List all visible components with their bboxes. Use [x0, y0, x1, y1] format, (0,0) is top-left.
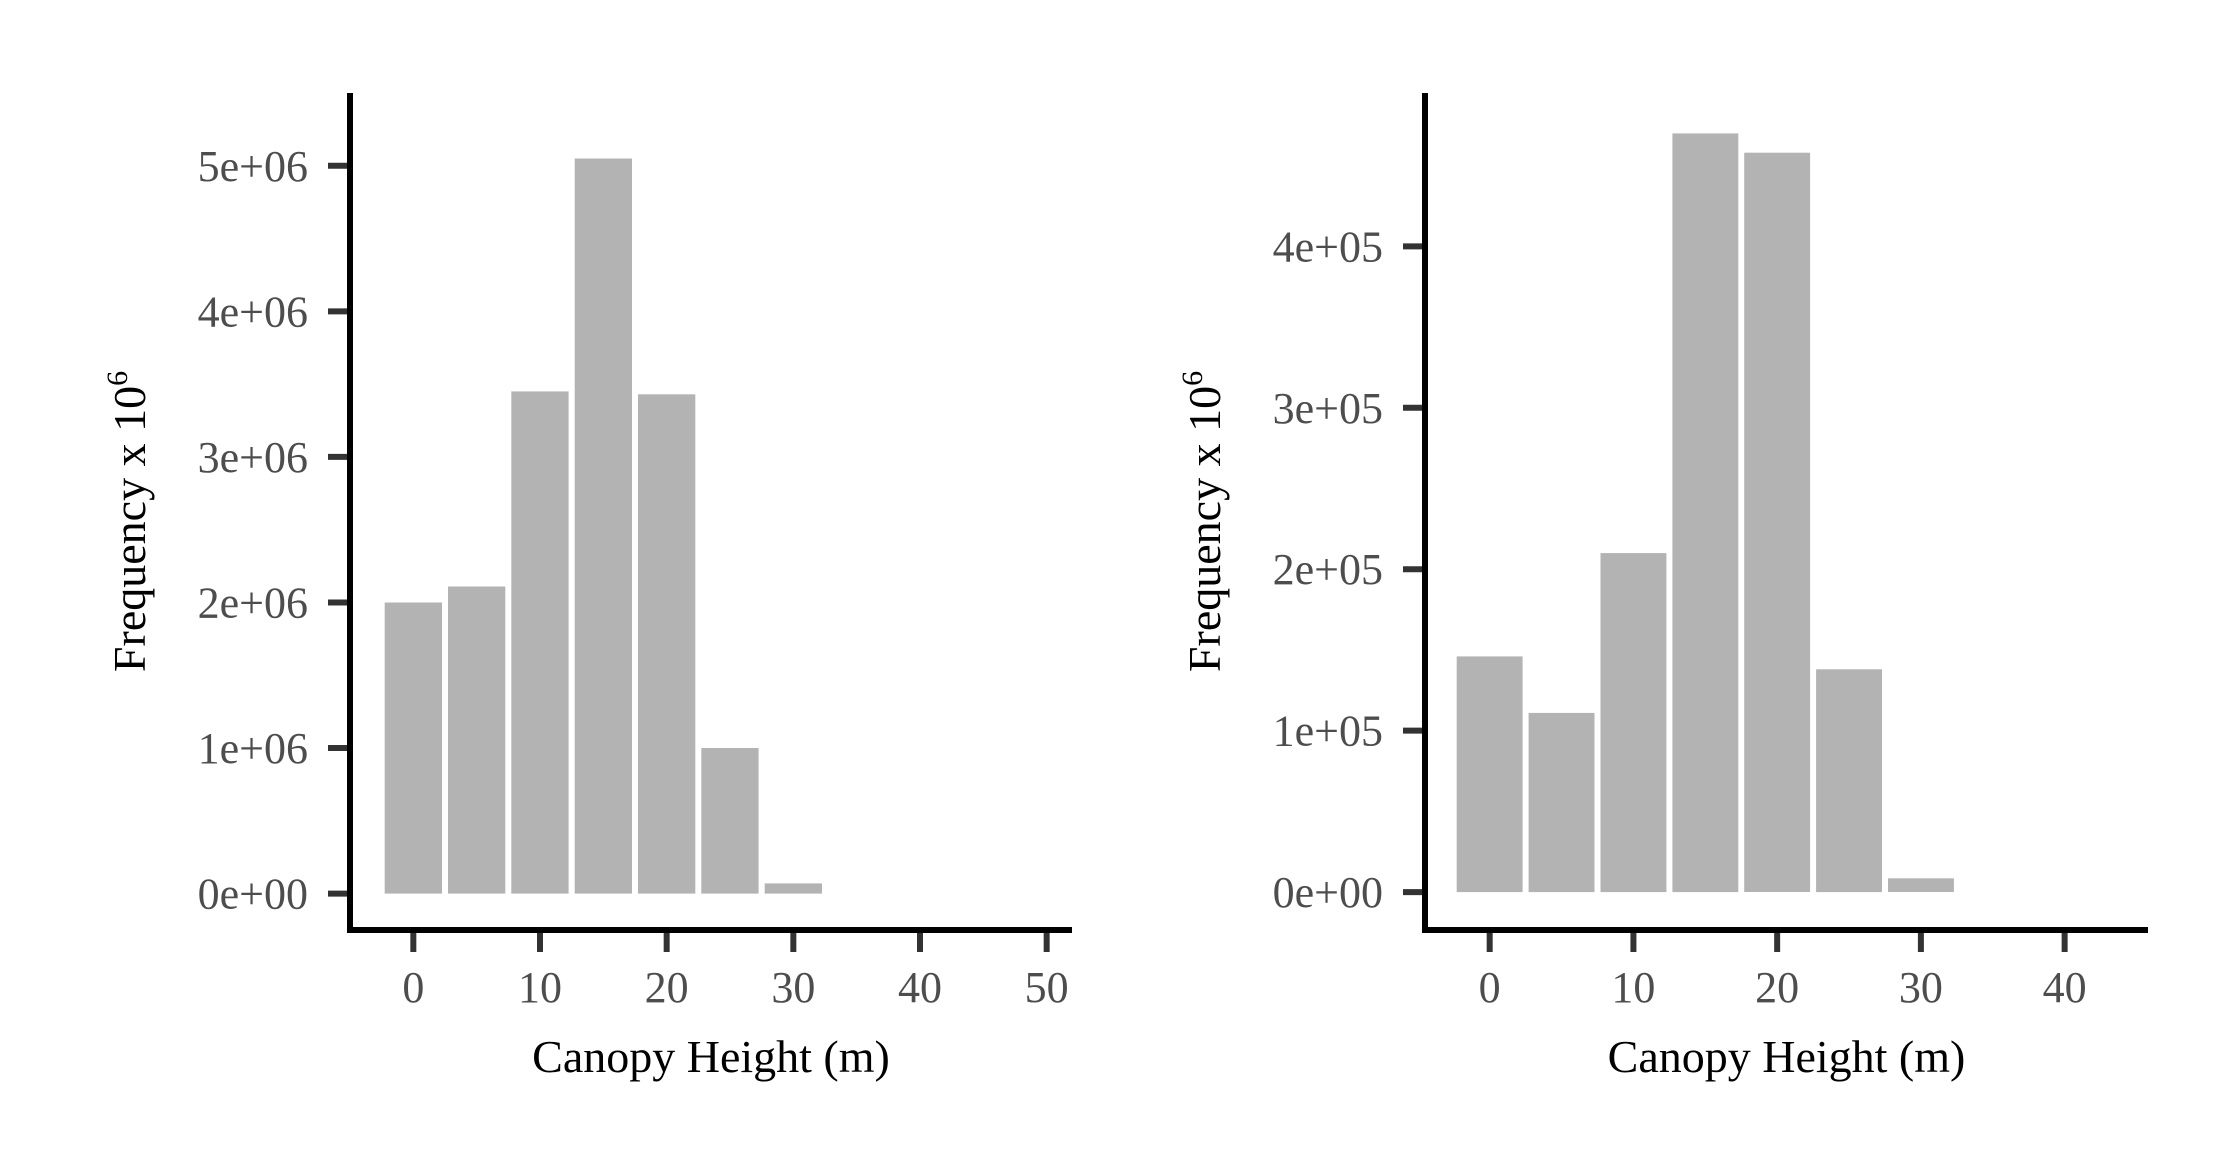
y-axis-title-panel-1: Frequency x 106 [101, 371, 155, 672]
x-tick-label-p1-2: 20 [645, 963, 689, 1012]
x-tick-label-p1-3: 30 [771, 963, 815, 1012]
y-tick-label-p1-1: 1e+06 [198, 724, 308, 773]
y-tick-label-p1-0: 0e+00 [198, 870, 308, 919]
y-axis-title-exponent-panel-1: 6 [101, 371, 134, 386]
x-tick-label-p1-5: 50 [1025, 963, 1069, 1012]
y-tick-label-p2-4: 4e+05 [1273, 222, 1383, 271]
ticks-panel-1: 0e+00 1e+06 2e+06 3e+06 4e+06 5e+06 0 10 20 30 40 5… [198, 142, 1069, 1012]
bar-p2-0 [1456, 656, 1523, 893]
bar-p1-15 [574, 158, 632, 894]
bar-p1-20 [638, 394, 696, 894]
y-tick-label-p1-2: 2e+06 [198, 578, 308, 627]
bar-p2-20 [1744, 152, 1811, 892]
bars-panel-1 [384, 158, 822, 894]
y-axis-title-text-panel-1: Frequency x 10 [104, 386, 155, 672]
x-tick-label-p2-3: 30 [1899, 963, 1943, 1012]
x-tick-label-p1-1: 10 [518, 963, 562, 1012]
x-tick-label-p2-4: 40 [2043, 963, 2087, 1012]
bar-p2-10 [1600, 553, 1667, 893]
bars-panel-2 [1456, 133, 1954, 893]
bar-p1-0 [384, 602, 442, 894]
y-axis-title-panel-2: Frequency x 106 [1176, 371, 1230, 672]
y-axis-title-exponent-panel-2: 6 [1176, 371, 1209, 386]
chart-panel-1: 0e+00 1e+06 2e+06 3e+06 4e+06 5e+06 0 10 20 30 40 5… [101, 93, 1072, 1082]
bar-p1-25 [701, 748, 759, 894]
y-tick-label-p1-5: 5e+06 [198, 142, 308, 191]
y-tick-label-p1-3: 3e+06 [198, 433, 308, 482]
x-axis-title-panel-1: Canopy Height (m) [532, 1031, 890, 1082]
ticks-panel-2: 0e+00 1e+05 2e+05 3e+05 4e+05 0 10 20 30 40 [1273, 222, 2087, 1012]
y-tick-label-p2-1: 1e+05 [1273, 707, 1383, 756]
bar-p2-5 [1528, 712, 1595, 893]
bar-p1-30 [764, 883, 822, 894]
bar-p2-15 [1672, 133, 1739, 893]
x-axis-title-panel-2: Canopy Height (m) [1608, 1031, 1966, 1082]
y-tick-label-p2-0: 0e+00 [1273, 868, 1383, 917]
x-tick-label-p2-1: 10 [1611, 963, 1655, 1012]
bar-p1-5 [448, 586, 506, 894]
x-tick-label-p2-0: 0 [1479, 963, 1501, 1012]
y-tick-label-p2-3: 3e+05 [1273, 384, 1383, 433]
chart-panel-2: 0e+00 1e+05 2e+05 3e+05 4e+05 0 10 20 30 40 Canop… [1176, 93, 2148, 1082]
x-tick-label-p1-0: 0 [402, 963, 424, 1012]
y-tick-label-p2-2: 2e+05 [1273, 545, 1383, 594]
y-tick-label-p1-4: 4e+06 [198, 287, 308, 336]
y-axis-title-text-panel-2: Frequency x 10 [1179, 386, 1230, 672]
x-tick-label-p2-2: 20 [1755, 963, 1799, 1012]
bar-p2-25 [1816, 669, 1882, 893]
bar-p1-10 [511, 391, 569, 894]
x-tick-label-p1-4: 40 [898, 963, 942, 1012]
bar-p2-30 [1888, 878, 1954, 892]
